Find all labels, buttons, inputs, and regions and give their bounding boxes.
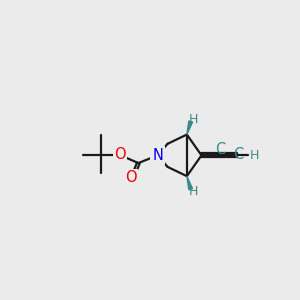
Text: C: C (233, 147, 244, 162)
Text: H: H (188, 185, 198, 198)
Text: C: C (216, 142, 226, 157)
Polygon shape (187, 121, 193, 135)
Text: N: N (152, 148, 163, 163)
Text: O: O (125, 170, 136, 185)
Text: H: H (188, 113, 198, 126)
Text: O: O (114, 147, 126, 162)
Polygon shape (187, 176, 193, 190)
Text: H: H (250, 149, 260, 162)
